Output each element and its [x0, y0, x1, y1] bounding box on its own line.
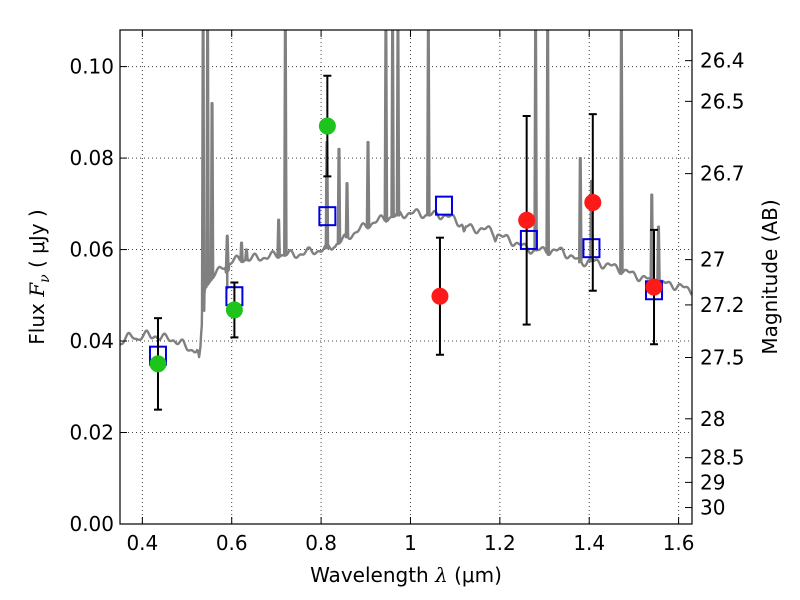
y2-tick-label: 27.2 — [700, 293, 745, 317]
y-tick-label: 0.02 — [69, 421, 114, 445]
observed-point-red — [584, 193, 602, 211]
y2-tick-label: 26.7 — [700, 162, 745, 186]
y2-tick-label: 26.4 — [700, 49, 745, 73]
y-axis-symbol: F — [25, 282, 49, 298]
y-axis-label: Flux Fν ( μJy ) — [25, 209, 53, 344]
x-tick-label: 0.6 — [216, 531, 248, 555]
y-axis-unit: ( μJy ) — [25, 209, 49, 274]
observed-point-red — [431, 287, 449, 305]
observed-point-green — [149, 355, 167, 373]
x-tick-label: 1.2 — [484, 531, 516, 555]
x-axis-symbol: λ — [434, 563, 448, 587]
x-tick-label: 1 — [404, 531, 417, 555]
observed-point-green — [225, 301, 243, 319]
y2-tick-label: 27 — [700, 248, 725, 272]
model-spectrum-line — [120, 30, 692, 359]
x-axis-label: Wavelength λ (μm) — [310, 563, 502, 587]
y2-axis-label: Magnitude (AB) — [758, 199, 782, 354]
x-tick-label: 0.4 — [126, 531, 158, 555]
plot-frame — [119, 29, 693, 525]
model-bandpass-box — [582, 238, 601, 259]
y2-tick-label: 30 — [700, 496, 725, 520]
x-tick-label: 0.8 — [305, 531, 337, 555]
y2-tick-label: 28.5 — [700, 446, 745, 470]
observed-point-red — [518, 211, 536, 229]
observed-point-red — [645, 278, 663, 296]
x-tick-label: 1.4 — [573, 531, 605, 555]
model-bandpass-box — [434, 195, 453, 216]
y2-tick-label: 28 — [700, 407, 725, 431]
y-tick-label: 0.00 — [69, 512, 114, 536]
x-axis-label-prefix: Wavelength — [310, 563, 435, 587]
y2-tick-label: 26.5 — [700, 89, 745, 113]
model-bandpass-box — [318, 206, 337, 227]
y-tick-label: 0.06 — [69, 238, 114, 262]
y-tick-label: 0.10 — [69, 55, 114, 79]
observed-points — [149, 117, 663, 373]
plot-area — [120, 30, 692, 411]
y2-tick-label: 27.5 — [700, 346, 745, 370]
y-axis-label-prefix: Flux — [25, 297, 49, 345]
x-tick-label: 1.6 — [663, 531, 695, 555]
x-axis-unit: (μm) — [448, 563, 502, 587]
y-tick-label: 0.08 — [69, 146, 114, 170]
model-bandpass-box — [519, 229, 538, 250]
y-tick-label: 0.04 — [69, 329, 114, 353]
y-axis-subscript: ν — [37, 274, 53, 283]
axis-ticks: 0.4 0.6 0.8 1 1.2 1.4 1.6 0.00 0.02 0.04 0.06 0.08 0… — [69, 30, 745, 555]
observed-point-green — [318, 117, 336, 135]
y2-tick-label: 29 — [700, 470, 725, 494]
